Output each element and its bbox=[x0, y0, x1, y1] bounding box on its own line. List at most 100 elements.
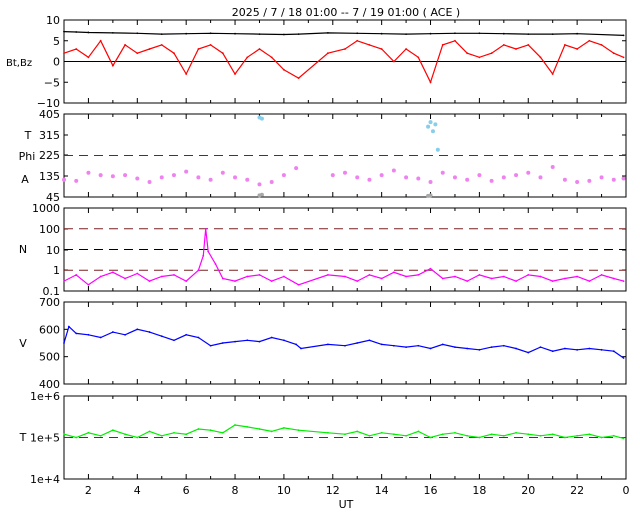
data-point bbox=[404, 175, 409, 180]
data-point bbox=[501, 175, 506, 180]
data-point bbox=[588, 39, 591, 42]
data-point bbox=[221, 277, 224, 280]
data-point bbox=[527, 351, 530, 354]
data-point bbox=[426, 124, 431, 129]
data-point bbox=[405, 434, 407, 437]
data-point bbox=[612, 350, 615, 353]
data-point bbox=[428, 180, 433, 185]
data-point bbox=[368, 434, 371, 437]
data-point bbox=[527, 44, 530, 46]
y-tick-label: 10 bbox=[46, 14, 60, 27]
data-point bbox=[258, 273, 261, 276]
data-point bbox=[551, 33, 554, 36]
data-point bbox=[258, 428, 261, 430]
y-tick-label: 700 bbox=[39, 296, 60, 309]
data-point bbox=[454, 39, 456, 42]
data-point bbox=[136, 328, 139, 331]
x-tick-label: 6 bbox=[183, 484, 190, 497]
data-point bbox=[86, 170, 91, 175]
y-tick-label: 135 bbox=[39, 170, 60, 183]
series-line-N bbox=[63, 228, 624, 286]
panel-frame bbox=[63, 395, 627, 480]
panel-frame bbox=[63, 207, 627, 292]
data-point bbox=[588, 347, 591, 350]
data-point bbox=[209, 44, 212, 46]
data-point bbox=[490, 433, 493, 436]
data-point bbox=[234, 340, 236, 343]
data-point bbox=[295, 343, 298, 346]
data-point bbox=[587, 178, 592, 183]
data-point bbox=[564, 436, 566, 439]
data-point bbox=[441, 44, 444, 46]
data-point bbox=[600, 348, 603, 351]
data-point bbox=[87, 333, 90, 336]
data-point bbox=[454, 275, 456, 278]
data-point bbox=[368, 339, 371, 342]
data-point bbox=[147, 180, 152, 185]
data-point bbox=[588, 280, 591, 282]
data-point bbox=[269, 180, 274, 185]
data-point bbox=[75, 332, 78, 335]
data-point bbox=[478, 348, 481, 351]
series-line-V bbox=[63, 325, 624, 359]
data-point bbox=[527, 33, 530, 36]
data-point bbox=[428, 120, 433, 125]
data-point bbox=[75, 273, 78, 276]
data-point bbox=[622, 34, 625, 37]
data-point bbox=[441, 343, 444, 346]
y-tick-label: 100 bbox=[39, 223, 60, 236]
data-point bbox=[87, 31, 90, 34]
y-axis-label: Bt,Bz bbox=[6, 58, 32, 69]
data-point bbox=[246, 339, 249, 342]
data-point bbox=[111, 31, 114, 34]
data-point bbox=[87, 431, 90, 434]
data-point bbox=[502, 32, 505, 35]
data-point bbox=[185, 32, 188, 35]
data-point bbox=[209, 32, 212, 35]
y-tick-label: 5 bbox=[53, 35, 60, 48]
y-tick-label: 500 bbox=[39, 351, 60, 364]
data-point bbox=[502, 275, 505, 278]
y-axis-label: A bbox=[21, 173, 29, 186]
data-point bbox=[539, 434, 542, 437]
data-point bbox=[429, 436, 432, 439]
data-point bbox=[526, 170, 531, 175]
data-point bbox=[270, 336, 273, 339]
data-point bbox=[257, 182, 262, 187]
data-point bbox=[111, 271, 114, 274]
data-point bbox=[326, 31, 329, 34]
data-point bbox=[405, 48, 407, 50]
data-point bbox=[259, 116, 264, 121]
panel-frame bbox=[63, 301, 627, 385]
data-point bbox=[136, 436, 139, 439]
data-point bbox=[356, 430, 359, 433]
y-tick-label: 315 bbox=[39, 129, 60, 142]
data-point bbox=[246, 275, 249, 278]
data-point bbox=[99, 434, 102, 437]
data-point bbox=[208, 177, 213, 182]
data-point bbox=[356, 32, 359, 35]
data-point bbox=[330, 173, 335, 178]
data-point bbox=[452, 175, 457, 180]
data-point bbox=[588, 433, 591, 436]
data-point bbox=[160, 44, 163, 46]
data-point bbox=[234, 73, 236, 75]
data-point bbox=[562, 177, 567, 182]
data-point bbox=[246, 56, 249, 59]
panel-angle: 405 315 225 135 45 T Phi A bbox=[19, 108, 627, 204]
data-point bbox=[538, 175, 543, 180]
panel-mag: 10 5 0 −5 −10 Bt,Bz bbox=[6, 14, 627, 110]
data-point bbox=[380, 343, 383, 346]
data-point bbox=[466, 434, 469, 437]
x-tick-label: 22 bbox=[570, 484, 584, 497]
y-tick-label: 0 bbox=[53, 56, 60, 69]
data-point bbox=[197, 48, 200, 50]
data-point bbox=[283, 339, 285, 342]
x-tick-label: 16 bbox=[424, 484, 438, 497]
data-point bbox=[209, 429, 212, 432]
data-point bbox=[564, 44, 566, 46]
data-point bbox=[148, 331, 151, 333]
data-point bbox=[160, 434, 163, 437]
data-point bbox=[283, 68, 285, 71]
